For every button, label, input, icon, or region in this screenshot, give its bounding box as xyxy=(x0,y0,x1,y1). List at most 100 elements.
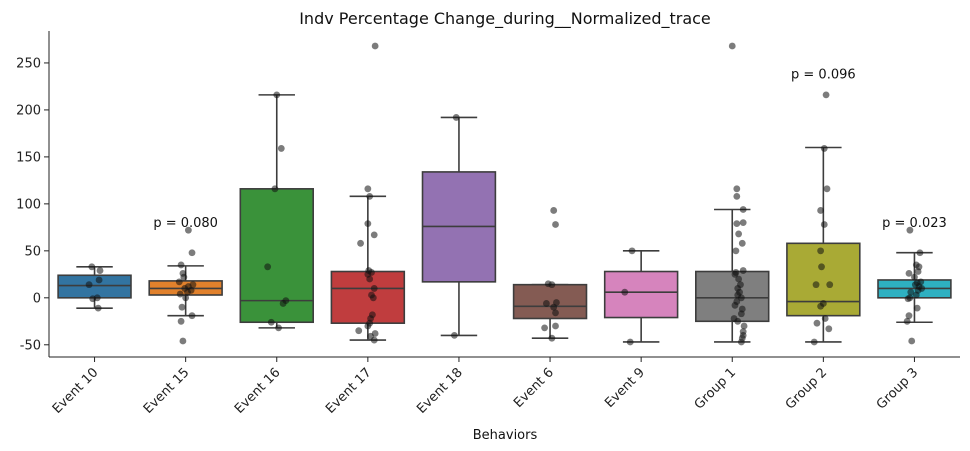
data-point xyxy=(365,267,373,274)
data-point xyxy=(733,185,741,193)
data-point xyxy=(179,337,187,345)
data-point xyxy=(917,278,925,286)
data-point xyxy=(740,322,748,330)
chart-title: Indv Percentage Change_during__Normalize… xyxy=(299,9,711,29)
data-point xyxy=(822,91,830,99)
data-point xyxy=(733,298,741,305)
y-tick-label: 100 xyxy=(16,197,41,212)
data-point xyxy=(905,269,913,277)
data-point xyxy=(177,261,185,269)
y-tick-label: 150 xyxy=(16,150,41,165)
data-point xyxy=(364,185,372,193)
y-tick-label: -50 xyxy=(20,338,41,353)
data-point xyxy=(541,324,548,332)
data-point xyxy=(739,219,747,227)
data-point xyxy=(355,327,363,335)
plot-area: -50 0 50 100 150 200 250 Event 10 Event 15 Event … xyxy=(16,31,960,417)
data-point xyxy=(188,312,196,320)
data-point xyxy=(175,278,183,286)
x-tick-label: Group 2 xyxy=(783,365,830,412)
x-tick-label: Event 10 xyxy=(50,365,102,417)
data-point xyxy=(364,220,372,227)
data-point xyxy=(905,312,913,320)
p-value-annotation: p = 0.080 xyxy=(153,216,218,231)
data-point xyxy=(735,230,743,238)
data-point xyxy=(552,309,559,317)
data-point xyxy=(813,319,821,327)
data-point xyxy=(370,231,378,239)
data-point xyxy=(184,226,192,234)
y-tick-label: 200 xyxy=(16,103,41,118)
data-point xyxy=(818,263,825,271)
data-point xyxy=(188,249,196,257)
data-point xyxy=(369,311,376,319)
data-point xyxy=(732,247,740,255)
box-event-10 xyxy=(57,274,132,299)
data-point xyxy=(817,247,825,255)
data-point xyxy=(368,291,375,299)
box-event-16 xyxy=(239,188,314,324)
data-point xyxy=(907,288,915,296)
data-point xyxy=(543,300,550,307)
data-point xyxy=(825,325,833,333)
y-tick-label: 250 xyxy=(16,56,41,71)
y-tick-label: 50 xyxy=(24,244,41,259)
data-point xyxy=(273,91,281,99)
x-tick-label: Event 18 xyxy=(414,365,466,417)
data-point xyxy=(817,207,825,214)
x-tick-label: Event 17 xyxy=(323,365,375,417)
data-point xyxy=(552,322,559,330)
data-point xyxy=(357,239,364,247)
data-point xyxy=(452,114,460,121)
data-point xyxy=(906,294,914,302)
box-group-1 xyxy=(695,270,770,323)
data-point xyxy=(733,220,741,227)
p-value-annotation: p = 0.023 xyxy=(882,216,947,231)
data-point xyxy=(267,318,275,326)
data-point xyxy=(737,281,744,289)
data-point xyxy=(621,288,629,296)
data-point xyxy=(366,192,374,200)
x-tick-label: Event 6 xyxy=(511,365,557,411)
data-point xyxy=(182,294,190,302)
data-point xyxy=(94,304,102,312)
data-point xyxy=(264,263,272,271)
data-point xyxy=(810,338,818,346)
data-point xyxy=(271,185,279,193)
data-point xyxy=(548,334,556,342)
data-point xyxy=(95,276,103,284)
data-point xyxy=(820,145,828,152)
data-point xyxy=(912,261,920,269)
data-point xyxy=(739,206,747,213)
x-tick-label: Group 1 xyxy=(692,365,739,412)
data-point xyxy=(553,299,560,306)
data-point xyxy=(735,275,743,283)
data-point xyxy=(544,280,552,288)
data-point xyxy=(88,263,96,271)
data-point xyxy=(93,294,101,302)
y-tick-label: 0 xyxy=(33,291,41,306)
data-point xyxy=(552,221,559,228)
data-point xyxy=(177,317,185,325)
data-point xyxy=(812,281,820,289)
data-point xyxy=(732,269,740,276)
data-point xyxy=(728,42,736,50)
data-point xyxy=(277,145,285,152)
box-event-9 xyxy=(603,270,679,319)
data-point xyxy=(626,338,634,346)
data-point xyxy=(739,267,747,274)
data-point xyxy=(85,281,93,289)
data-point xyxy=(275,324,282,332)
data-point xyxy=(823,185,831,193)
data-point xyxy=(730,315,738,322)
data-point xyxy=(826,281,834,289)
data-point xyxy=(176,290,184,298)
data-point xyxy=(738,305,746,313)
data-point xyxy=(820,221,828,228)
data-point xyxy=(178,303,186,311)
data-point xyxy=(819,300,827,307)
data-point xyxy=(906,226,914,234)
data-point xyxy=(916,249,924,257)
x-tick-label: Event 15 xyxy=(141,365,193,417)
